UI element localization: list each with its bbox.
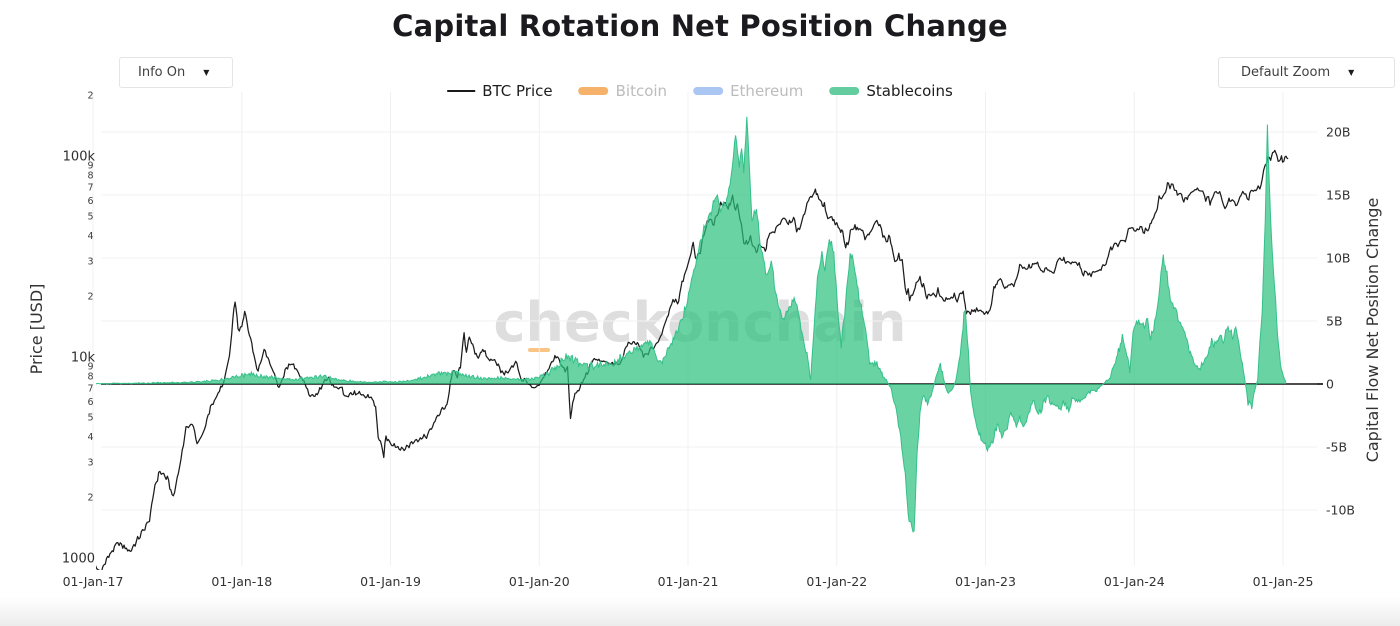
svg-text:10k: 10k <box>71 351 96 366</box>
legend: BTC Price Bitcoin Ethereum Stablecoins <box>447 82 953 100</box>
svg-text:01-Jan-23: 01-Jan-23 <box>955 574 1016 589</box>
legend-label: BTC Price <box>482 82 553 100</box>
legend-label: Bitcoin <box>615 82 668 100</box>
btc-price-line-swatch <box>447 90 476 92</box>
svg-text:9: 9 <box>87 361 93 372</box>
svg-text:Capital Flow Net Position Chan: Capital Flow Net Position Change <box>1363 198 1382 463</box>
bitcoin-swatch <box>578 87 609 95</box>
x-axis-ticks: 01-Jan-17 01-Jan-18 01-Jan-19 01-Jan-20 01-J… <box>63 574 1314 589</box>
svg-text:1000: 1000 <box>62 552 95 567</box>
svg-text:7: 7 <box>87 383 93 394</box>
svg-text:100k: 100k <box>63 150 96 165</box>
zoom-preset-dropdown[interactable]: Default Zoom ▼ <box>1218 57 1395 88</box>
svg-text:01-Jan-19: 01-Jan-19 <box>360 574 421 589</box>
svg-text:8: 8 <box>87 171 93 182</box>
svg-text:-5B: -5B <box>1326 440 1347 455</box>
zoom-preset-label: Default Zoom <box>1241 65 1331 80</box>
svg-text:10B: 10B <box>1326 251 1350 266</box>
info-toggle-dropdown[interactable]: Info On ▼ <box>119 57 233 88</box>
svg-text:01-Jan-25: 01-Jan-25 <box>1253 574 1314 589</box>
bottom-edge-band <box>0 597 1400 626</box>
info-toggle-label: Info On <box>138 65 186 80</box>
stablecoins-area <box>96 116 1287 533</box>
svg-text:01-Jan-17: 01-Jan-17 <box>63 574 124 589</box>
svg-text:4: 4 <box>87 432 93 443</box>
svg-text:7: 7 <box>87 182 93 193</box>
legend-label: Stablecoins <box>866 82 953 100</box>
svg-text:2: 2 <box>87 292 93 303</box>
svg-text:8: 8 <box>87 372 93 383</box>
svg-text:6: 6 <box>87 397 93 408</box>
svg-text:3: 3 <box>87 256 93 267</box>
svg-text:Price [USD]: Price [USD] <box>27 284 46 375</box>
legend-item-ethereum[interactable]: Ethereum <box>693 82 803 100</box>
price-axis-title: Price [USD] <box>27 284 46 375</box>
svg-text:0: 0 <box>1326 377 1334 392</box>
svg-text:01-Jan-20: 01-Jan-20 <box>509 574 570 589</box>
btc-price-line <box>96 149 1289 570</box>
svg-text:01-Jan-24: 01-Jan-24 <box>1104 574 1165 589</box>
svg-text:2: 2 <box>87 91 93 102</box>
svg-text:15B: 15B <box>1326 188 1350 203</box>
svg-text:-10B: -10B <box>1326 503 1355 518</box>
page-title: Capital Rotation Net Position Change <box>392 9 1008 43</box>
svg-text:9: 9 <box>87 160 93 171</box>
flow-axis-ticks: 20B 15B 10B 5B 0 -5B -10B <box>1317 125 1355 518</box>
svg-text:01-Jan-22: 01-Jan-22 <box>806 574 867 589</box>
legend-label: Ethereum <box>730 82 804 100</box>
svg-text:4: 4 <box>87 231 93 242</box>
ethereum-swatch <box>693 87 724 95</box>
legend-item-btc-price[interactable]: BTC Price <box>447 82 553 100</box>
svg-text:01-Jan-18: 01-Jan-18 <box>211 574 272 589</box>
svg-text:5: 5 <box>87 212 93 223</box>
svg-text:01-Jan-21: 01-Jan-21 <box>658 574 719 589</box>
svg-text:20B: 20B <box>1326 125 1350 140</box>
svg-text:5B: 5B <box>1326 314 1343 329</box>
legend-item-bitcoin[interactable]: Bitcoin <box>578 82 668 100</box>
svg-text:5: 5 <box>87 413 93 424</box>
svg-text:6: 6 <box>87 196 93 207</box>
svg-text:2: 2 <box>87 493 93 504</box>
svg-text:3: 3 <box>87 457 93 468</box>
chevron-down-icon: ▼ <box>1348 68 1355 77</box>
chevron-down-icon: ▼ <box>203 68 210 77</box>
legend-item-stablecoins[interactable]: Stablecoins <box>829 82 953 100</box>
stablecoins-swatch <box>829 87 860 95</box>
flow-axis-title: Capital Flow Net Position Change <box>1363 198 1382 463</box>
